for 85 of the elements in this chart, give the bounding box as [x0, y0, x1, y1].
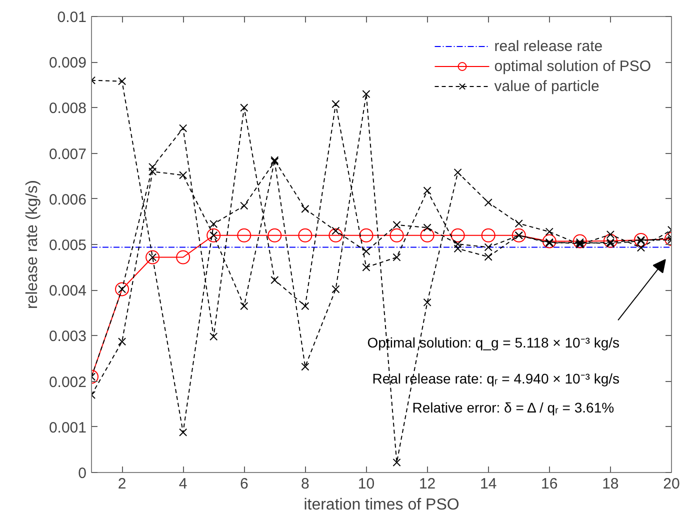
point [481, 228, 496, 242]
y-tick-label: 0.001 [48, 419, 87, 436]
y-tick-label: 0.006 [48, 191, 87, 208]
y-tick-label: 0.002 [48, 374, 87, 391]
point [606, 230, 614, 239]
point [390, 228, 404, 242]
point [148, 168, 157, 176]
point [545, 228, 554, 236]
x-tick-label: 18 [602, 476, 619, 492]
point [423, 224, 432, 232]
x-tick-label: 6 [240, 476, 248, 492]
legend-label: value of particle [494, 77, 600, 95]
point [362, 263, 370, 272]
point [392, 253, 401, 262]
point [301, 302, 310, 310]
point [176, 250, 190, 264]
point [454, 240, 462, 248]
point [237, 228, 252, 242]
x-tick-label: 10 [358, 476, 375, 492]
point [270, 276, 279, 284]
point [514, 219, 523, 228]
point [512, 228, 526, 242]
point [634, 232, 648, 247]
point [362, 90, 370, 98]
x-tick-label: 2 [118, 476, 126, 492]
point [450, 228, 465, 242]
point [179, 124, 188, 132]
point [210, 332, 218, 341]
point [240, 104, 248, 112]
point [179, 171, 188, 180]
point [392, 458, 401, 467]
point [118, 77, 126, 86]
point [146, 250, 160, 264]
y-tick-label: 0.003 [48, 328, 87, 346]
x-tick-label: 20 [663, 476, 680, 492]
x-tick-label: 16 [541, 476, 558, 492]
point [484, 198, 492, 207]
point [301, 204, 310, 213]
point [603, 234, 618, 248]
x-axis-title: iteration times of PSO [304, 496, 460, 514]
x-tick-label: 14 [480, 476, 497, 492]
annotation: Relative error: δ = Δ / qᵣ = 3.61% [412, 400, 614, 416]
point [359, 228, 374, 242]
y-tick-label: 0.004 [48, 282, 87, 300]
x-tick-label: 4 [178, 476, 188, 492]
point [179, 428, 188, 436]
annotation: Optimal solution: q_g = 5.118 × 10⁻³ kg/s [367, 334, 620, 350]
point [484, 252, 492, 261]
point [240, 302, 248, 310]
point [301, 362, 310, 371]
point [115, 282, 130, 296]
x-tick-label: 8 [301, 476, 310, 492]
point [328, 228, 343, 242]
point [240, 202, 248, 210]
point [542, 234, 556, 248]
y-tick-label: 0.005 [48, 237, 87, 254]
point [423, 186, 432, 195]
point [210, 220, 218, 228]
legend-label: real release rate [494, 37, 603, 55]
point [454, 244, 462, 253]
annotation: Real release rate: qᵣ = 4.940 × 10⁻³ kg/s [372, 370, 620, 386]
y-axis-title: release rate (kg/s) [24, 180, 41, 309]
point [636, 244, 646, 252]
point [362, 247, 370, 256]
point [423, 298, 432, 306]
y-tick-label: 0 [78, 465, 86, 482]
y-tick-label: 0.009 [48, 54, 87, 72]
point [148, 162, 157, 172]
point [268, 228, 282, 242]
point [420, 228, 434, 242]
point [332, 100, 340, 108]
x-tick-label: 12 [418, 476, 436, 492]
point [572, 234, 587, 248]
point [454, 168, 462, 176]
y-tick-label: 0.01 [57, 9, 87, 26]
point [392, 220, 401, 229]
point [332, 226, 340, 235]
legend-label: optimal solution of PSO [494, 57, 651, 75]
point [206, 228, 221, 242]
point [332, 285, 340, 294]
y-tick-label: 0.008 [48, 100, 87, 118]
y-tick-label: 0.007 [48, 146, 87, 163]
point [484, 243, 492, 252]
point [298, 228, 312, 242]
point [118, 338, 126, 346]
